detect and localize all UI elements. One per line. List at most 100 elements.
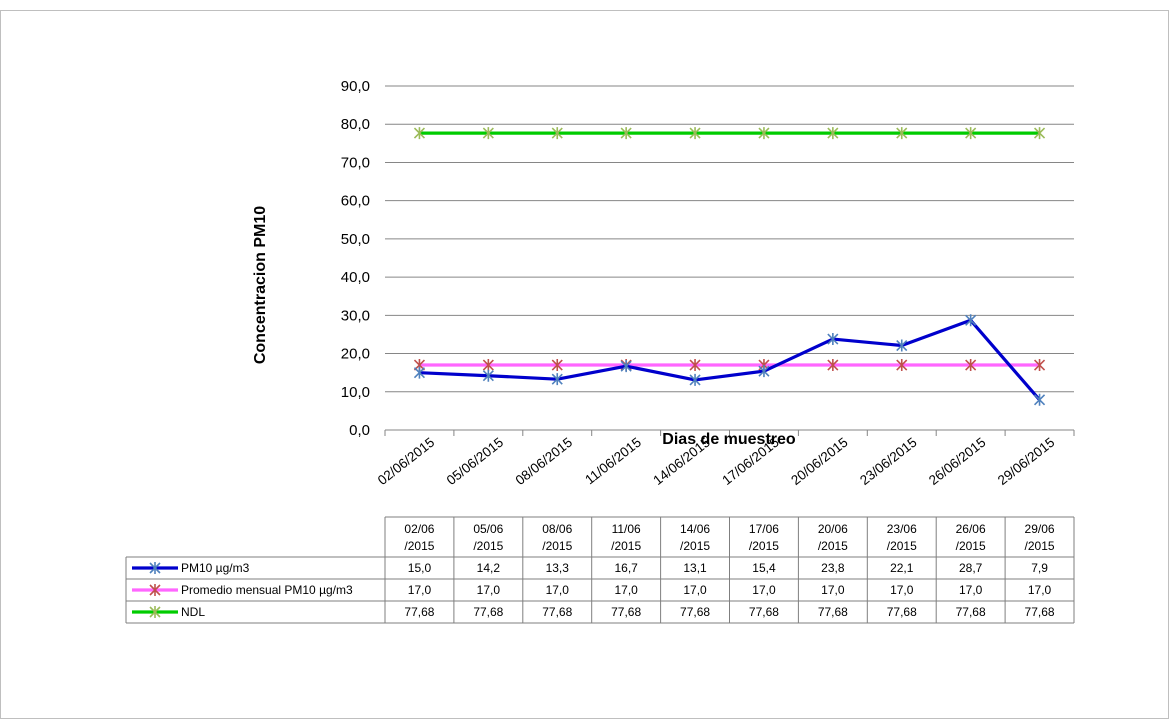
series-point-2 — [965, 127, 977, 140]
table-cell: 13,3 — [546, 561, 570, 575]
table-header: /2015 — [818, 539, 848, 553]
table-cell: 7,9 — [1031, 561, 1048, 575]
legend-marker — [149, 584, 161, 596]
series-point-0 — [1033, 393, 1046, 406]
series-point-2 — [896, 127, 908, 140]
table-header: /2015 — [473, 539, 503, 553]
table-cell: 15,0 — [408, 561, 432, 575]
table-header: 20/06 — [818, 522, 848, 536]
series-point-0 — [413, 366, 426, 379]
y-tick-label: 70,0 — [341, 154, 370, 171]
table-cell: 77,68 — [473, 605, 503, 619]
x-tick-label: 29/06/2015 — [995, 435, 1057, 488]
series-point-2 — [827, 127, 839, 140]
series-point-1 — [1033, 359, 1046, 372]
y-tick-label: 0,0 — [349, 422, 370, 439]
y-tick-label: 90,0 — [341, 78, 370, 95]
x-tick-label: 02/06/2015 — [375, 435, 437, 488]
x-tick-label: 20/06/2015 — [788, 435, 850, 488]
table-header: /2015 — [956, 539, 986, 553]
legend-label: PM10 µg/m3 — [181, 561, 250, 575]
series-point-2 — [758, 127, 770, 140]
series-point-1 — [827, 359, 839, 372]
table-header: /2015 — [887, 539, 917, 553]
series-point-1 — [551, 359, 563, 372]
x-tick-label: 11/06/2015 — [582, 435, 644, 488]
y-tick-label: 10,0 — [341, 384, 370, 401]
y-tick-label: 50,0 — [341, 231, 370, 248]
legend-marker — [149, 562, 161, 574]
table-header: /2015 — [611, 539, 641, 553]
table-cell: 77,68 — [956, 605, 986, 619]
series-point-2 — [689, 127, 701, 140]
table-cell: 77,68 — [1025, 605, 1055, 619]
legend-label: Promedio mensual PM10 µg/m3 — [181, 583, 353, 597]
x-tick-label: 05/06/2015 — [444, 435, 506, 488]
table-cell: 77,68 — [404, 605, 434, 619]
table-cell: 17,0 — [546, 583, 570, 597]
series-point-1 — [482, 359, 494, 372]
series-point-2 — [413, 127, 426, 140]
table-cell: 17,0 — [959, 583, 983, 597]
table-header: 23/06 — [887, 522, 917, 536]
table-cell: 17,0 — [890, 583, 914, 597]
table-header: 17/06 — [749, 522, 779, 536]
table-cell: 77,68 — [887, 605, 917, 619]
series-point-0 — [551, 373, 563, 386]
table-header: 02/06 — [404, 522, 434, 536]
series-point-0 — [689, 373, 701, 386]
series-point-2 — [1033, 127, 1046, 140]
series-line-0 — [419, 318, 1041, 401]
table-header: /2015 — [1025, 539, 1055, 553]
table-header: 29/06 — [1025, 522, 1055, 536]
table-cell: 23,8 — [821, 561, 845, 575]
x-axis-title: Dias de muestreo — [662, 431, 796, 448]
table-cell: 77,68 — [749, 605, 779, 619]
table-cell: 22,1 — [890, 561, 914, 575]
y-tick-label: 30,0 — [341, 307, 370, 324]
table-cell: 77,68 — [611, 605, 641, 619]
table-cell: 77,68 — [680, 605, 710, 619]
series-point-1 — [689, 359, 701, 372]
series-point-0 — [482, 369, 494, 382]
table-cell: 17,0 — [821, 583, 845, 597]
x-tick-label: 08/06/2015 — [513, 435, 575, 488]
table-cell: 77,68 — [542, 605, 572, 619]
y-axis-title: Concentracion PM10 — [252, 206, 269, 364]
table-header: 08/06 — [542, 522, 572, 536]
legend-label: NDL — [181, 605, 205, 619]
series-point-0 — [965, 314, 977, 327]
table-cell: 14,2 — [477, 561, 501, 575]
table-cell: 13,1 — [683, 561, 707, 575]
y-tick-label: 60,0 — [341, 193, 370, 210]
table-cell: 77,68 — [818, 605, 848, 619]
table-cell: 17,0 — [752, 583, 776, 597]
y-tick-label: 40,0 — [341, 269, 370, 286]
table-header: 14/06 — [680, 522, 710, 536]
table-header: /2015 — [404, 539, 434, 553]
series-point-1 — [896, 359, 908, 372]
table-header: 11/06 — [612, 522, 641, 536]
table-cell: 17,0 — [1028, 583, 1052, 597]
table-header: /2015 — [680, 539, 710, 553]
series-point-0 — [620, 360, 632, 373]
series-point-2 — [482, 127, 494, 140]
table-header: 05/06 — [473, 522, 503, 536]
table-cell: 16,7 — [614, 561, 638, 575]
x-tick-label: 23/06/2015 — [857, 435, 919, 488]
table-header: 26/06 — [956, 522, 986, 536]
table-header: /2015 — [542, 539, 572, 553]
x-tick-label: 26/06/2015 — [926, 435, 988, 488]
chart-frame — [0, 10, 1169, 719]
table-cell: 17,0 — [408, 583, 432, 597]
legend-marker — [149, 606, 161, 618]
y-tick-label: 80,0 — [341, 116, 370, 133]
series-point-0 — [827, 333, 839, 346]
series-point-2 — [620, 127, 632, 140]
y-tick-label: 20,0 — [341, 346, 370, 363]
series-point-2 — [551, 127, 563, 140]
series-point-1 — [965, 359, 977, 372]
table-cell: 15,4 — [752, 561, 776, 575]
table-header: /2015 — [749, 539, 779, 553]
